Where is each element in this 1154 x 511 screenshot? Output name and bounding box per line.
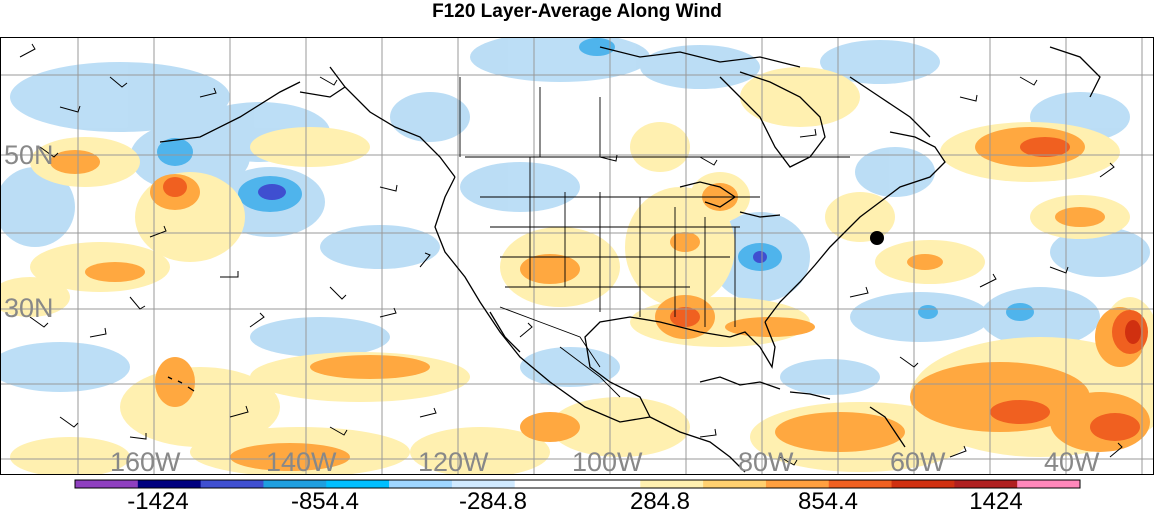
lat-label-50n: 50N — [4, 140, 54, 170]
colorbar-swatch — [577, 480, 641, 488]
lon-label-120w: 120W — [418, 447, 489, 475]
lon-label-40w: 40W — [1044, 447, 1100, 475]
colorbar-swatch — [200, 480, 264, 488]
lon-label-80w: 80W — [738, 447, 794, 475]
colorbar-label-3: -284.8 — [459, 488, 527, 511]
lon-label-140w: 140W — [266, 447, 337, 475]
map-title: F120 Layer-Average Along Wind — [432, 1, 722, 22]
colorbar-swatch — [828, 480, 893, 488]
colorbar-swatch — [263, 480, 327, 488]
colorbar-label-1: -1424 — [127, 488, 188, 511]
colorbar-swatches — [75, 480, 1081, 488]
colorbar-swatch — [954, 480, 1018, 488]
colorbar-swatch — [137, 480, 202, 488]
colorbar-swatch — [326, 480, 390, 488]
colorbar-label-5: 854.4 — [798, 488, 858, 511]
wind-barbs — [19, 43, 1123, 466]
lat-label-30n: 30N — [4, 293, 54, 323]
colorbar-swatch — [389, 480, 453, 488]
lon-label-60w: 60W — [890, 447, 946, 475]
political-borders — [459, 77, 850, 398]
colorbar-swatch — [765, 480, 830, 488]
lon-label-100w: 100W — [572, 447, 643, 475]
colorbar-swatch — [1017, 480, 1081, 488]
anomaly-shading — [0, 37, 1154, 475]
colorbar-swatch — [514, 480, 578, 488]
colorbar-label-4: 284.8 — [630, 488, 690, 511]
weather-map: 50N 30N 160W 140W 120W 100W 80W 60W 40W — [0, 37, 1154, 475]
colorbar-label-6: 1424 — [969, 488, 1022, 511]
colorbar-swatch — [891, 480, 955, 488]
colorbar-swatch — [703, 480, 767, 488]
colorbar-swatch — [451, 480, 516, 488]
coastlines — [159, 46, 1101, 473]
colorbar: -1424 -854.4 -284.8 284.8 854.4 1424 — [74, 479, 1081, 511]
storm-center-dot — [870, 231, 884, 245]
colorbar-swatch — [640, 480, 704, 488]
lat-lon-grid — [0, 37, 1154, 475]
colorbar-swatch — [75, 480, 139, 488]
colorbar-label-2: -854.4 — [291, 488, 359, 511]
lon-label-160w: 160W — [110, 447, 181, 475]
